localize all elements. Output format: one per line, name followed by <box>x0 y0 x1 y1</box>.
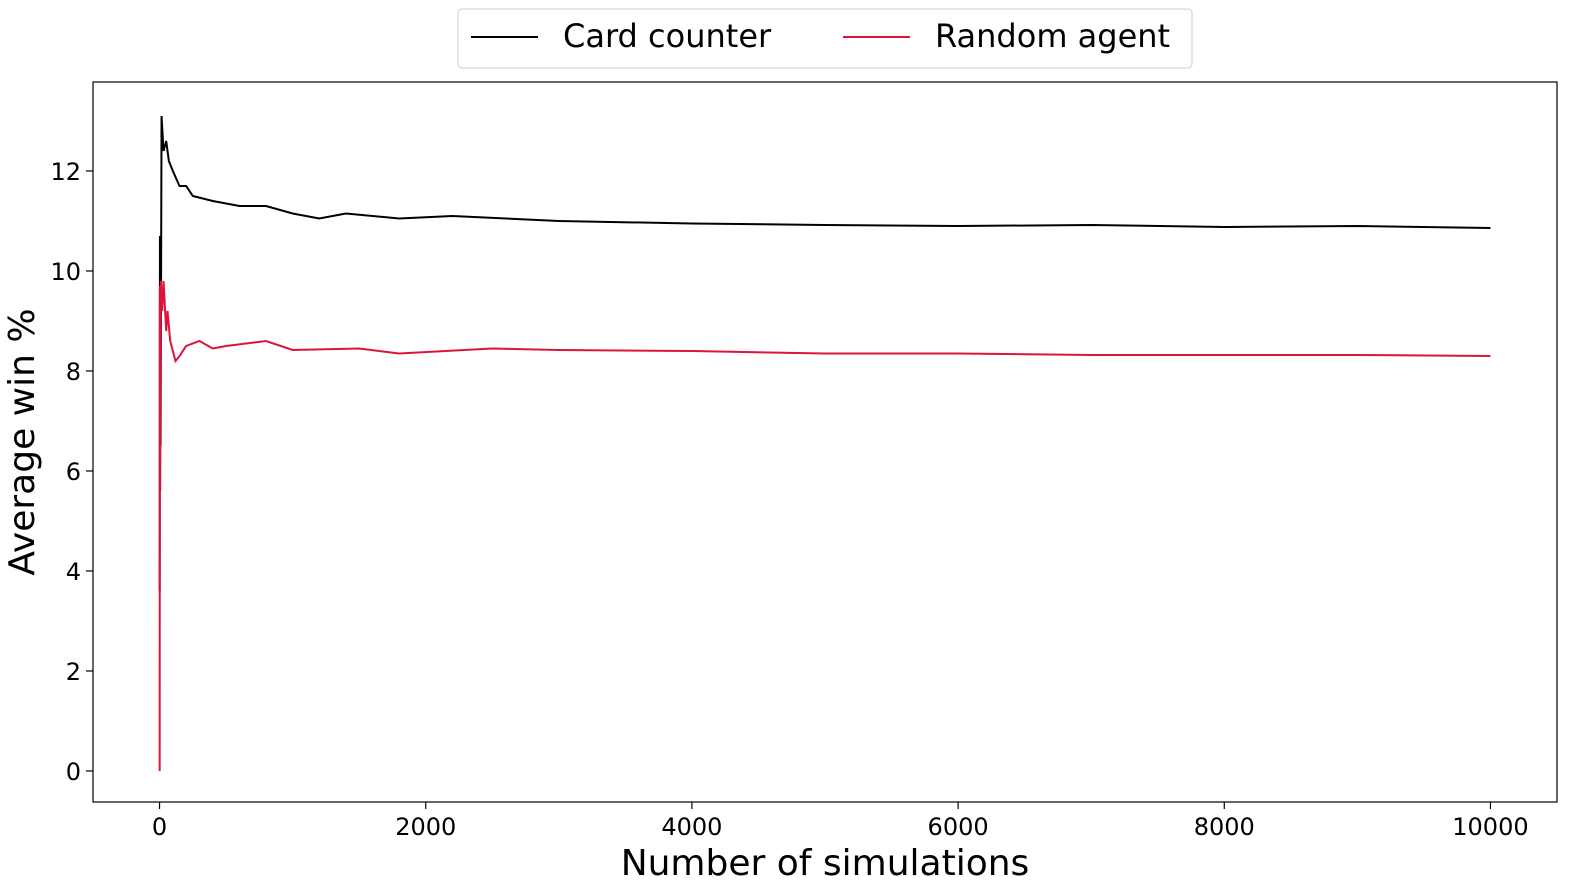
y-tick-label: 0 <box>66 758 81 786</box>
data-line <box>158 115 1491 592</box>
x-tick-label: 8000 <box>1194 813 1255 841</box>
x-axis-label: Number of simulations <box>621 843 1030 884</box>
x-tick-label: 10000 <box>1452 813 1528 841</box>
x-tick-label: 2000 <box>395 813 456 841</box>
legend-label: Random agent <box>935 17 1170 55</box>
y-tick-label: 2 <box>66 658 81 686</box>
x-tick-label: 0 <box>152 813 167 841</box>
y-tick-label: 4 <box>66 558 81 586</box>
y-axis-label: Average win % <box>2 308 43 575</box>
legend-label: Card counter <box>563 17 772 55</box>
x-tick-label: 4000 <box>661 813 722 841</box>
x-tick-label: 6000 <box>928 813 989 841</box>
legend-box <box>457 8 1193 69</box>
plot-frame <box>92 81 1558 803</box>
data-line <box>158 280 1491 772</box>
legend: Card counter Random agent <box>457 8 1193 69</box>
y-tick-label: 8 <box>66 358 81 386</box>
y-tick-label: 12 <box>50 158 81 186</box>
y-tick-label: 6 <box>66 458 81 486</box>
series-group <box>158 115 1491 772</box>
y-tick-label: 10 <box>50 258 81 286</box>
